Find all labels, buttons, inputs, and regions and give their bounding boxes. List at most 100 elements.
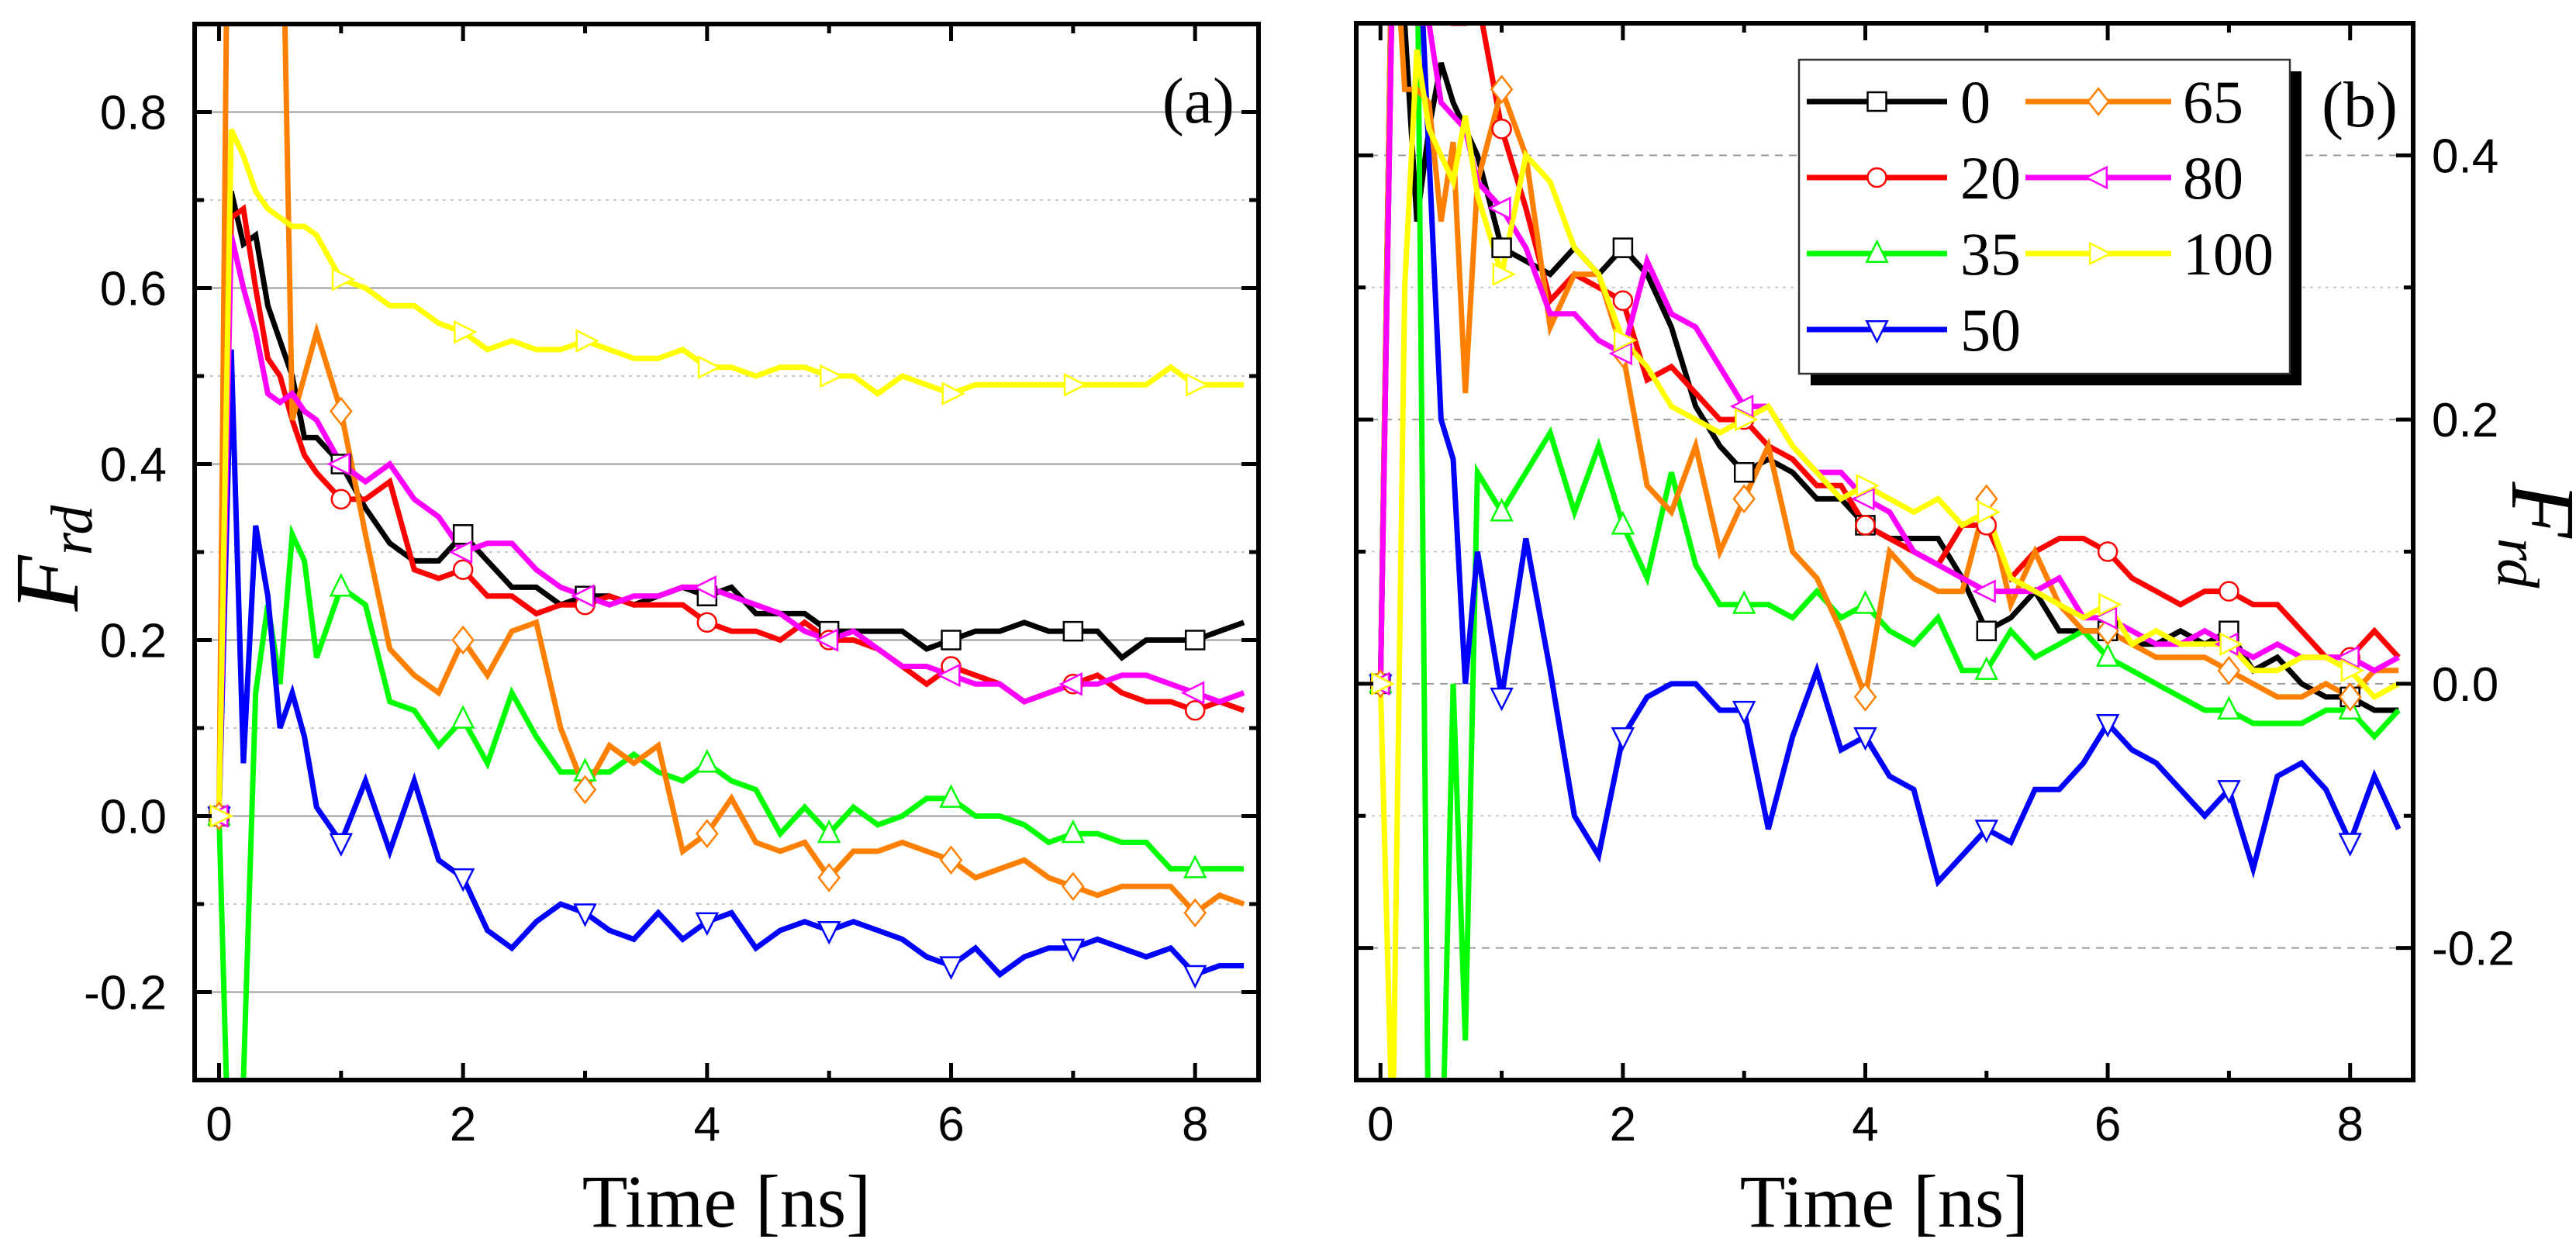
x-tick-label: 8 — [1182, 1098, 1208, 1151]
legend-marker — [1865, 319, 1889, 344]
data-point-marker-100 — [1613, 328, 1638, 353]
data-point-marker-35 — [2095, 643, 2120, 667]
legend-item-80: 80 — [2025, 144, 2243, 212]
legend-item-65: 65 — [2025, 68, 2243, 136]
series-line-65 — [1377, 23, 2399, 708]
legend: 0 20 35 50 65 80 100 — [1797, 58, 2301, 385]
data-point-marker-100 — [1977, 500, 2001, 524]
data-point-marker-100 — [1856, 474, 1880, 498]
data-point-marker-20 — [1491, 119, 1512, 140]
data-point-marker-20 — [452, 559, 474, 580]
data-point-marker-80 — [1608, 341, 1632, 366]
series-line-100 — [216, 128, 1245, 816]
data-point-marker-100 — [575, 329, 599, 353]
data-point-marker-20 — [2219, 581, 2239, 602]
y-tick-label: 0.2 — [100, 615, 167, 668]
legend-marker — [1866, 167, 1887, 188]
y-axis-title-b-sub: rd — [2485, 538, 2550, 589]
data-point-marker-80 — [814, 628, 839, 652]
series-line-35 — [1377, 23, 2401, 1080]
legend-marker — [1865, 239, 1889, 264]
data-point-marker-35 — [695, 749, 720, 773]
series-line-50 — [1377, 23, 2402, 888]
data-point-marker-0 — [941, 630, 962, 651]
data-point-marker-100 — [1492, 262, 1516, 286]
legend-item-0: 0 — [1807, 68, 1991, 136]
data-point-marker-100 — [697, 355, 722, 379]
data-point-marker-65 — [1853, 682, 1877, 712]
data-point-marker-65 — [1732, 484, 1756, 514]
data-point-marker-0 — [1976, 620, 1998, 641]
legend-label: 20 — [1960, 144, 2021, 212]
y-axis-title-a: Frd — [0, 505, 105, 613]
x-tick-label: 2 — [1610, 1098, 1636, 1151]
data-point-marker-0 — [1184, 630, 1206, 651]
data-point-marker-50 — [1732, 700, 1756, 725]
x-tick-label: 4 — [1852, 1098, 1878, 1151]
series-line-0 — [216, 190, 1245, 816]
data-point-marker-50 — [573, 903, 597, 927]
legend-marker — [1866, 91, 1887, 112]
data-point-marker-50 — [2095, 713, 2120, 738]
data-point-marker-20 — [696, 612, 718, 633]
data-point-marker-50 — [329, 833, 354, 857]
y-axis-title-a-sub: rd — [40, 505, 105, 556]
data-point-marker-50 — [1061, 938, 1086, 963]
x-tick-label: 8 — [2336, 1098, 2363, 1151]
data-point-marker-65 — [817, 863, 841, 892]
data-point-marker-65 — [573, 775, 597, 805]
data-point-marker-100 — [1735, 407, 1759, 432]
data-point-marker-65 — [2338, 682, 2362, 712]
panel-label-b: (b) — [2322, 69, 2398, 141]
y-tick-label: -0.2 — [2432, 923, 2515, 976]
data-point-marker-35 — [2217, 695, 2241, 720]
legend-item-100: 100 — [2025, 220, 2274, 288]
legend-item-35: 35 — [1807, 220, 2021, 288]
series-line-35 — [216, 523, 1245, 1080]
y-tick-label: -0.2 — [84, 967, 167, 1020]
data-point-marker-100 — [2219, 632, 2243, 656]
data-point-marker-80 — [1180, 681, 1205, 705]
data-point-marker-35 — [451, 705, 475, 729]
data-point-marker-35 — [329, 573, 354, 597]
plot-area — [205, 24, 1245, 1080]
panel-label-a: (a) — [1162, 65, 1234, 137]
x-tick-label: 4 — [694, 1098, 720, 1151]
data-point-marker-50 — [695, 912, 720, 937]
data-point-marker-100 — [820, 364, 844, 388]
data-point-marker-100 — [2340, 658, 2365, 683]
data-point-marker-65 — [1183, 898, 1207, 928]
legend-label: 100 — [2183, 220, 2274, 288]
data-point-marker-80 — [692, 575, 717, 599]
data-point-marker-35 — [1183, 854, 1207, 878]
data-point-marker-80 — [1487, 196, 1511, 220]
data-point-marker-0 — [1062, 620, 1084, 642]
series-line-20 — [1377, 23, 2401, 684]
data-point-marker-35 — [817, 819, 841, 844]
data-point-marker-20 — [1855, 515, 1876, 536]
data-point-marker-20 — [1184, 700, 1206, 721]
data-point-marker-20 — [1612, 290, 1634, 312]
data-point-marker-65 — [330, 396, 353, 426]
data-point-marker-65 — [2217, 656, 2241, 685]
data-point-marker-50 — [2217, 780, 2241, 804]
data-point-marker-20 — [2097, 541, 2118, 562]
y-tick-label: 0.8 — [100, 87, 167, 140]
data-point-marker-80 — [1058, 672, 1083, 696]
legend-label: 80 — [2183, 144, 2243, 212]
data-point-marker-80 — [571, 584, 595, 608]
y-axis-title-b: Frd — [2485, 481, 2576, 589]
legend-label: 35 — [1960, 220, 2021, 288]
data-point-marker-50 — [939, 956, 963, 980]
data-point-marker-80 — [937, 663, 961, 688]
x-axis-title-b: Time [ns] — [1740, 1160, 2029, 1239]
axes-frame — [192, 22, 1261, 1082]
data-point-marker-35 — [1732, 590, 1756, 614]
data-point-marker-50 — [1974, 820, 1999, 844]
x-tick-label: 2 — [450, 1098, 476, 1151]
data-point-marker-35 — [1853, 590, 1877, 614]
data-point-marker-65 — [451, 625, 475, 655]
data-point-marker-35 — [1490, 497, 1514, 522]
data-point-marker-65 — [1490, 74, 1514, 105]
plot-area — [1366, 23, 2402, 1080]
